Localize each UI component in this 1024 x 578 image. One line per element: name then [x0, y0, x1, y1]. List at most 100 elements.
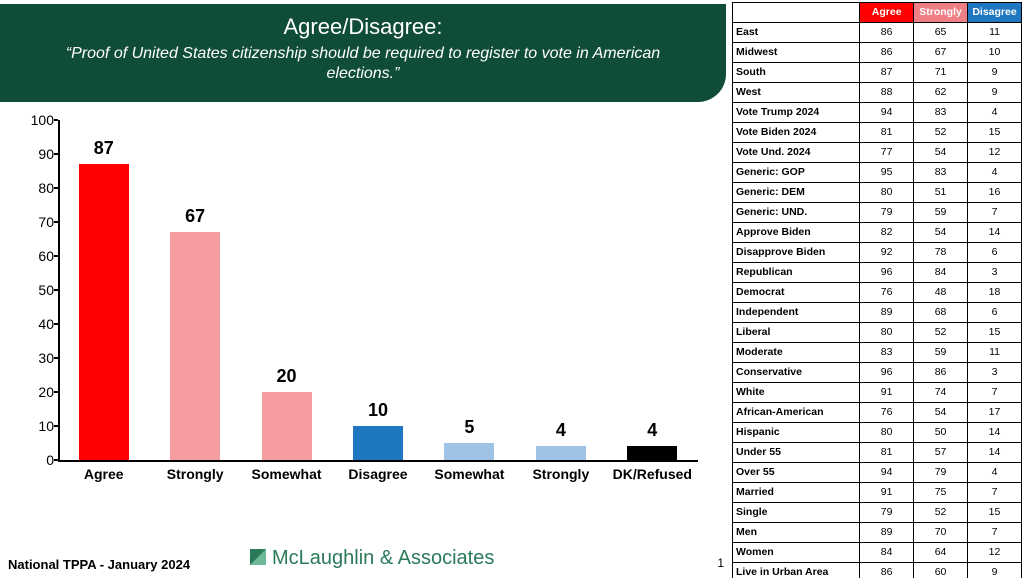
row-value: 75 — [914, 483, 968, 503]
row-value: 54 — [914, 223, 968, 243]
row-value: 3 — [968, 363, 1022, 383]
row-value: 95 — [860, 163, 914, 183]
footer-logo: McLaughlin & Associates — [250, 547, 494, 570]
table-row: Disapprove Biden92786 — [733, 243, 1022, 263]
bar — [79, 164, 129, 460]
bar — [170, 232, 220, 460]
header-title: Agree/Disagree: — [30, 14, 696, 40]
row-label: West — [733, 83, 860, 103]
bar — [627, 446, 677, 460]
row-value: 67 — [914, 43, 968, 63]
row-value: 12 — [968, 143, 1022, 163]
row-value: 4 — [968, 163, 1022, 183]
row-value: 92 — [860, 243, 914, 263]
table-row: White91747 — [733, 383, 1022, 403]
row-value: 96 — [860, 263, 914, 283]
footer-source: National TPPA - January 2024 — [8, 557, 190, 572]
table-row: Generic: GOP95834 — [733, 163, 1022, 183]
y-tick-label: 70 — [16, 214, 54, 230]
bar — [353, 426, 403, 460]
crosstab-table: AgreeStronglyDisagree East866511Midwest8… — [732, 2, 1022, 576]
category-label: Strongly — [516, 466, 606, 482]
row-value: 86 — [860, 563, 914, 578]
row-value: 60 — [914, 563, 968, 578]
table-row: East866511 — [733, 23, 1022, 43]
row-label: Women — [733, 543, 860, 563]
table-row: Over 5594794 — [733, 463, 1022, 483]
y-tick-label: 10 — [16, 418, 54, 434]
row-value: 84 — [860, 543, 914, 563]
table-row: Democrat764818 — [733, 283, 1022, 303]
row-value: 52 — [914, 323, 968, 343]
row-value: 70 — [914, 523, 968, 543]
table-row: Generic: DEM805116 — [733, 183, 1022, 203]
table-row: African-American765417 — [733, 403, 1022, 423]
row-value: 77 — [860, 143, 914, 163]
row-value: 71 — [914, 63, 968, 83]
row-value: 65 — [914, 23, 968, 43]
row-label: Generic: DEM — [733, 183, 860, 203]
row-value: 14 — [968, 223, 1022, 243]
category-label: Strongly — [150, 466, 240, 482]
table-row: Independent89686 — [733, 303, 1022, 323]
row-value: 54 — [914, 143, 968, 163]
row-value: 62 — [914, 83, 968, 103]
row-value: 59 — [914, 343, 968, 363]
y-tick-label: 50 — [16, 282, 54, 298]
row-value: 18 — [968, 283, 1022, 303]
row-value: 16 — [968, 183, 1022, 203]
header-banner: Agree/Disagree: “Proof of United States … — [0, 4, 726, 102]
row-value: 9 — [968, 83, 1022, 103]
table-row: Married91757 — [733, 483, 1022, 503]
row-value: 88 — [860, 83, 914, 103]
row-value: 68 — [914, 303, 968, 323]
row-value: 91 — [860, 383, 914, 403]
row-value: 54 — [914, 403, 968, 423]
table-header-cell — [733, 3, 860, 23]
row-value: 15 — [968, 503, 1022, 523]
row-value: 6 — [968, 243, 1022, 263]
y-tick-label: 20 — [16, 384, 54, 400]
row-value: 15 — [968, 123, 1022, 143]
row-label: Approve Biden — [733, 223, 860, 243]
row-value: 79 — [860, 503, 914, 523]
row-value: 14 — [968, 423, 1022, 443]
row-value: 80 — [860, 423, 914, 443]
table-row: Conservative96863 — [733, 363, 1022, 383]
row-label: Generic: GOP — [733, 163, 860, 183]
y-tick-label: 100 — [16, 112, 54, 128]
table-header-cell: Strongly — [914, 3, 968, 23]
row-value: 4 — [968, 463, 1022, 483]
bar-value-label: 5 — [429, 417, 509, 438]
row-value: 15 — [968, 323, 1022, 343]
row-value: 79 — [914, 463, 968, 483]
row-value: 74 — [914, 383, 968, 403]
row-value: 52 — [914, 503, 968, 523]
row-value: 79 — [860, 203, 914, 223]
row-value: 7 — [968, 483, 1022, 503]
table-row: Live in Urban Area86609 — [733, 563, 1022, 578]
row-value: 82 — [860, 223, 914, 243]
y-tick-label: 30 — [16, 350, 54, 366]
bar-value-label: 10 — [338, 400, 418, 421]
row-value: 80 — [860, 323, 914, 343]
row-label: Midwest — [733, 43, 860, 63]
table: AgreeStronglyDisagree East866511Midwest8… — [732, 2, 1022, 578]
row-value: 52 — [914, 123, 968, 143]
header-subtitle: “Proof of United States citizenship shou… — [30, 44, 696, 84]
row-value: 6 — [968, 303, 1022, 323]
y-tick-label: 0 — [16, 452, 54, 468]
table-row: Men89707 — [733, 523, 1022, 543]
row-value: 7 — [968, 383, 1022, 403]
table-row: Hispanic805014 — [733, 423, 1022, 443]
row-label: White — [733, 383, 860, 403]
bar-value-label: 4 — [521, 420, 601, 441]
row-value: 94 — [860, 103, 914, 123]
table-header-cell: Agree — [860, 3, 914, 23]
row-value: 76 — [860, 403, 914, 423]
category-label: Disagree — [333, 466, 423, 482]
row-value: 10 — [968, 43, 1022, 63]
row-value: 7 — [968, 203, 1022, 223]
row-value: 17 — [968, 403, 1022, 423]
row-label: Vote Und. 2024 — [733, 143, 860, 163]
